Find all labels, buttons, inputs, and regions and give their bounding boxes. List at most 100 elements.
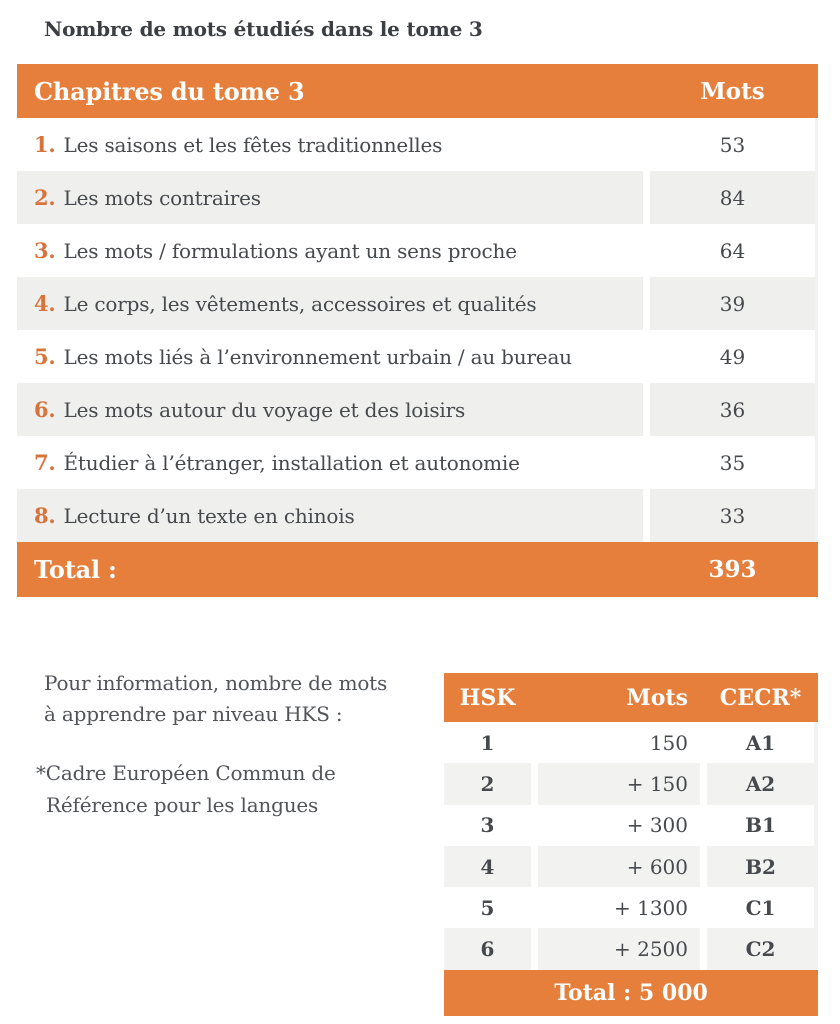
table-edge (815, 224, 818, 277)
chapter-number: 2. (34, 185, 56, 210)
hsk-level-cell: 5 (444, 887, 531, 929)
cell-divider (643, 277, 650, 330)
chapter-cell: 6. Les mots autour du voyage et des loisi… (17, 383, 643, 436)
table-row: 5 + 1300 C1 (444, 887, 818, 929)
chapter-cell: 8. Lecture d’un texte en chinois (17, 489, 643, 542)
table-row: 7. Étudier à l’étranger, installation et … (17, 436, 818, 489)
chapter-cell: 3. Les mots / formulations ayant un sens … (17, 224, 643, 277)
info-paragraph: Pour information, nombre de mots à appre… (44, 668, 387, 730)
table-row: 1 150 A1 (444, 722, 818, 764)
footnote-line: Référence pour les langues (46, 793, 319, 817)
mots-count-cell: 150 (538, 722, 700, 764)
chapters-table-total-row: Total : 393 (17, 542, 818, 597)
hsk-level-cell: 6 (444, 928, 531, 970)
table-edge (814, 928, 818, 970)
mots-header-label: Mots (626, 684, 688, 711)
mots-cell: 64 (650, 224, 815, 277)
total-value: 393 (708, 556, 757, 583)
chapter-cell: 2. Les mots contraires (17, 171, 643, 224)
mots-cell: 33 (650, 489, 815, 542)
chapter-number: 6. (34, 397, 56, 422)
chapter-cell: 4. Le corps, les vêtements, accessoires e… (17, 277, 643, 330)
table-edge (815, 118, 818, 171)
page-title: Nombre de mots étudiés dans le tome 3 (44, 17, 483, 41)
hsk-level-cell: 1 (444, 722, 531, 764)
mots-count-cell: + 1300 (538, 887, 700, 929)
table-row: 2 + 150 A2 (444, 763, 818, 805)
table-row: 6. Les mots autour du voyage et des loisi… (17, 383, 818, 436)
table-edge (815, 436, 818, 489)
mots-count-cell: + 600 (538, 845, 700, 888)
cecr-level-cell: C1 (707, 887, 814, 929)
hsk-level-cell: 4 (444, 845, 531, 888)
table-edge (814, 722, 818, 764)
chapter-number: 1. (34, 132, 56, 157)
table-edge (815, 330, 818, 383)
table-edge (814, 763, 818, 805)
chapter-cell: 1. Les saisons et les fêtes traditionnell… (17, 118, 643, 171)
hsk-table-total-row: Total : 5 000 (444, 969, 818, 1016)
chapter-title: Étudier à l’étranger, installation et au… (63, 450, 520, 475)
chapter-cell: 5. Les mots liés à l’environnement urbain… (17, 330, 643, 383)
cell-divider (643, 383, 650, 436)
chapter-title: Les saisons et les fêtes traditionnelles (63, 132, 443, 157)
cecr-level-cell: C2 (707, 928, 814, 970)
cell-divider (643, 224, 650, 277)
chapter-title: Le corps, les vêtements, accessoires et … (63, 291, 537, 316)
cecr-header-label: CECR* (719, 684, 802, 711)
table-row: 6 + 2500 C2 (444, 928, 818, 970)
table-edge (814, 845, 818, 888)
table-row: 8. Lecture d’un texte en chinois 33 (17, 489, 818, 542)
cecr-level-cell: B2 (707, 845, 814, 888)
table-edge (814, 887, 818, 929)
cecr-level-cell: A2 (707, 763, 814, 805)
chapter-number: 4. (34, 291, 56, 316)
chapters-header-label: Chapitres du tome 3 (34, 76, 305, 106)
table-edge (814, 804, 818, 846)
chapters-table: Chapitres du tome 3 Mots 1. Les saisons e… (17, 64, 818, 597)
table-row: 4 + 600 B2 (444, 845, 818, 888)
footnote-line: *Cadre Européen Commun de (36, 761, 336, 785)
mots-cell: 39 (650, 277, 815, 330)
chapter-number: 3. (34, 238, 56, 263)
chapters-table-header: Chapitres du tome 3 Mots (17, 64, 818, 118)
chapter-title: Les mots liés à l’environnement urbain /… (63, 344, 573, 369)
chapter-title: Les mots contraires (63, 185, 262, 210)
hsk-table: HSK Mots CECR* 1 150 A1 2 + 150 A2 3 + 3… (444, 673, 818, 1016)
chapter-title: Les mots autour du voyage et des loisirs (63, 397, 466, 422)
info-line: à apprendre par niveau HKS : (44, 702, 343, 726)
table-row: 4. Le corps, les vêtements, accessoires e… (17, 277, 818, 330)
chapter-number: 5. (34, 344, 56, 369)
cell-divider (643, 489, 650, 542)
mots-cell: 53 (650, 118, 815, 171)
hsk-total-label: Total : 5 000 (554, 979, 708, 1006)
chapter-cell: 7. Étudier à l’étranger, installation et … (17, 436, 643, 489)
table-edge (815, 277, 818, 330)
mots-cell: 35 (650, 436, 815, 489)
cecr-level-cell: A1 (707, 722, 814, 764)
cell-divider (643, 118, 650, 171)
footnote-paragraph: *Cadre Européen Commun de Référence pour… (36, 757, 336, 821)
mots-count-cell: + 150 (538, 763, 700, 805)
mots-cell: 84 (650, 171, 815, 224)
table-row: 3 + 300 B1 (444, 804, 818, 846)
cecr-level-cell: B1 (707, 804, 814, 846)
table-row: 2. Les mots contraires 84 (17, 171, 818, 224)
chapter-title: Lecture d’un texte en chinois (63, 503, 355, 528)
hsk-level-cell: 3 (444, 804, 531, 846)
cell-divider (643, 436, 650, 489)
mots-header-label: Mots (700, 77, 765, 105)
total-label: Total : (34, 555, 117, 584)
chapter-number: 7. (34, 450, 56, 475)
hsk-table-header: HSK Mots CECR* (444, 673, 818, 722)
hsk-header-label: HSK (459, 684, 516, 711)
cell-divider (643, 330, 650, 383)
table-row: 1. Les saisons et les fêtes traditionnell… (17, 118, 818, 171)
chapter-title: Les mots / formulations ayant un sens pr… (63, 238, 518, 263)
table-edge (815, 383, 818, 436)
mots-cell: 36 (650, 383, 815, 436)
mots-cell: 49 (650, 330, 815, 383)
chapter-number: 8. (34, 503, 56, 528)
cell-divider (643, 171, 650, 224)
info-line: Pour information, nombre de mots (44, 671, 388, 695)
